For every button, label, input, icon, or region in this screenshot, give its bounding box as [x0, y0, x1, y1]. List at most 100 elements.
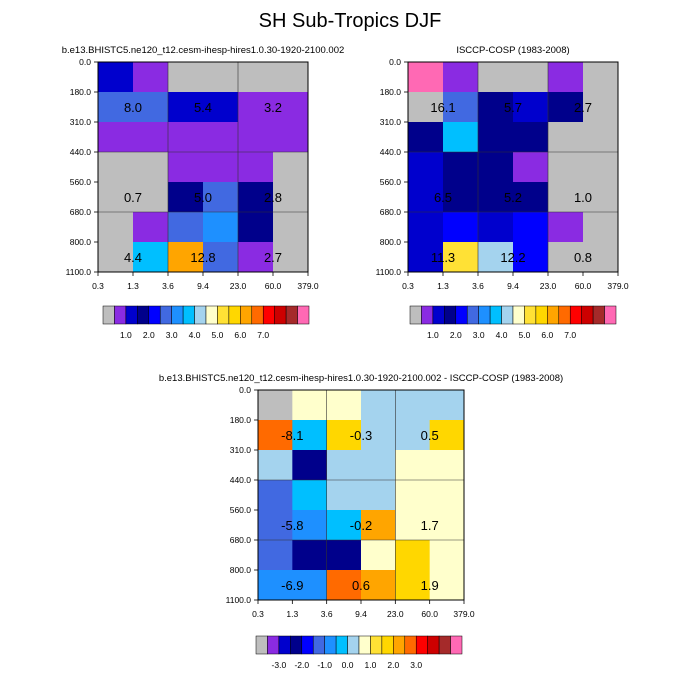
cell-value-label: 0.5 [421, 428, 439, 443]
colorbar-swatch [114, 305, 127, 325]
heatmap-cell [408, 92, 444, 123]
heatmap-cell [258, 420, 293, 451]
x-tick-label: 379.0 [453, 609, 475, 619]
heatmap-cell [326, 540, 362, 571]
colorbar-swatch [102, 305, 115, 325]
colorbar-swatch [217, 305, 230, 325]
y-tick-label: 310.0 [230, 445, 252, 455]
heatmap-cell [258, 540, 293, 571]
colorbar-swatch [393, 635, 406, 655]
colorbar-label: 3.0 [410, 660, 422, 670]
x-tick-label: 23.0 [540, 281, 557, 291]
colorbar-swatch [478, 305, 491, 325]
heatmap-cell [429, 420, 465, 451]
heatmap-cell [273, 212, 309, 243]
y-tick-label: 680.0 [230, 535, 252, 545]
heatmap-cell [98, 182, 134, 213]
colorbar-swatch [312, 635, 325, 655]
heatmap-cell [513, 122, 549, 153]
colorbar-swatch [347, 635, 360, 655]
cell-value-label: -6.9 [281, 578, 303, 593]
heatmap-cell [395, 450, 431, 481]
heatmap-cell [513, 92, 549, 123]
heatmap-cell [168, 62, 204, 93]
cell-value-label: 4.4 [124, 250, 142, 265]
heatmap-cell [443, 62, 479, 93]
y-tick-label: 1100.0 [226, 595, 252, 605]
heatmap-cell [429, 450, 465, 481]
heatmap-cell [168, 182, 204, 213]
heatmap-cell [408, 212, 444, 243]
x-tick-label: 9.4 [197, 281, 209, 291]
heatmap-cell [478, 62, 514, 93]
colorbar-label: 5.0 [212, 330, 224, 340]
colorbar-swatch [409, 305, 422, 325]
colorbar-swatch [569, 305, 582, 325]
figure-title: SH Sub-Tropics DJF [258, 10, 442, 32]
heatmap-cell [361, 570, 396, 601]
colorbar: 1.0 2.0 3.0 4.0 5.0 6.0 7.0 [409, 305, 617, 340]
heatmap-cell [478, 122, 514, 153]
heatmap-cell [98, 212, 134, 243]
heatmap-cell [443, 92, 479, 123]
colorbar-label: 4.0 [496, 330, 508, 340]
y-tick-label: 800.0 [230, 565, 252, 575]
heatmap-cell [408, 62, 444, 93]
heatmap-cell [548, 62, 584, 93]
heatmap-cell [326, 420, 362, 451]
colorbar-label: 6.0 [234, 330, 246, 340]
y-tick-label: 800.0 [380, 237, 402, 247]
heatmap-cell [408, 242, 444, 273]
heatmap-cell [258, 510, 293, 541]
cell-value-label: -5.8 [281, 518, 303, 533]
heatmap-cell [395, 390, 431, 421]
colorbar-swatch [301, 635, 314, 655]
y-tick-label: 1100.0 [376, 267, 402, 277]
colorbar-label: 1.0 [120, 330, 132, 340]
x-tick-label: 60.0 [575, 281, 592, 291]
panel-2: ISCCP-COSP (1983-2008) 16.1 5.7 2.7 6.5 5.2 1.… [376, 45, 629, 340]
y-tick-label: 310.0 [70, 117, 92, 127]
y-tick-label: 180.0 [230, 415, 252, 425]
heatmap-cell [292, 510, 328, 541]
heatmap-cell [478, 182, 514, 213]
colorbar-swatch [512, 305, 525, 325]
colorbar-swatch [535, 305, 548, 325]
colorbar-swatch [438, 635, 451, 655]
x-tick-label: 3.6 [321, 609, 333, 619]
heatmap-cell [292, 450, 328, 481]
colorbar-swatch [228, 305, 241, 325]
x-tick-label: 9.4 [507, 281, 519, 291]
heatmap-cell [273, 62, 309, 93]
panel-title: b.e13.BHISTC5.ne120_t12.cesm-ihesp-hires… [62, 45, 345, 56]
heatmap-cell [408, 182, 444, 213]
y-tick-label: 560.0 [70, 177, 92, 187]
x-tick-label: 23.0 [230, 281, 247, 291]
heatmap-cell [203, 212, 239, 243]
colorbar-swatch [455, 305, 468, 325]
heatmap-cell [326, 390, 362, 421]
colorbar-label: 4.0 [189, 330, 201, 340]
colorbar-swatch [297, 305, 310, 325]
heatmap-cell [98, 242, 134, 273]
heatmap-cell [548, 182, 584, 213]
colorbar-swatch [159, 305, 172, 325]
y-tick-label: 560.0 [230, 505, 252, 515]
y-tick-label: 0.0 [389, 57, 401, 67]
heatmap-cell [443, 152, 479, 183]
heatmap-cell [168, 92, 204, 123]
heatmap-cell [513, 152, 549, 183]
heatmap-cell [98, 122, 134, 153]
colorbar-label: 2.0 [450, 330, 462, 340]
heatmap-cell [395, 480, 431, 511]
cell-value-label: 5.7 [504, 100, 522, 115]
colorbar-label: 3.0 [166, 330, 178, 340]
heatmap-cell [443, 212, 479, 243]
heatmap-cell [238, 182, 274, 213]
heatmap-cell [443, 242, 479, 273]
colorbar-swatch [240, 305, 253, 325]
colorbar-swatch [255, 635, 268, 655]
x-tick-label: 60.0 [421, 609, 438, 619]
cell-value-label: 0.8 [574, 250, 592, 265]
heatmap-cell [292, 540, 328, 571]
